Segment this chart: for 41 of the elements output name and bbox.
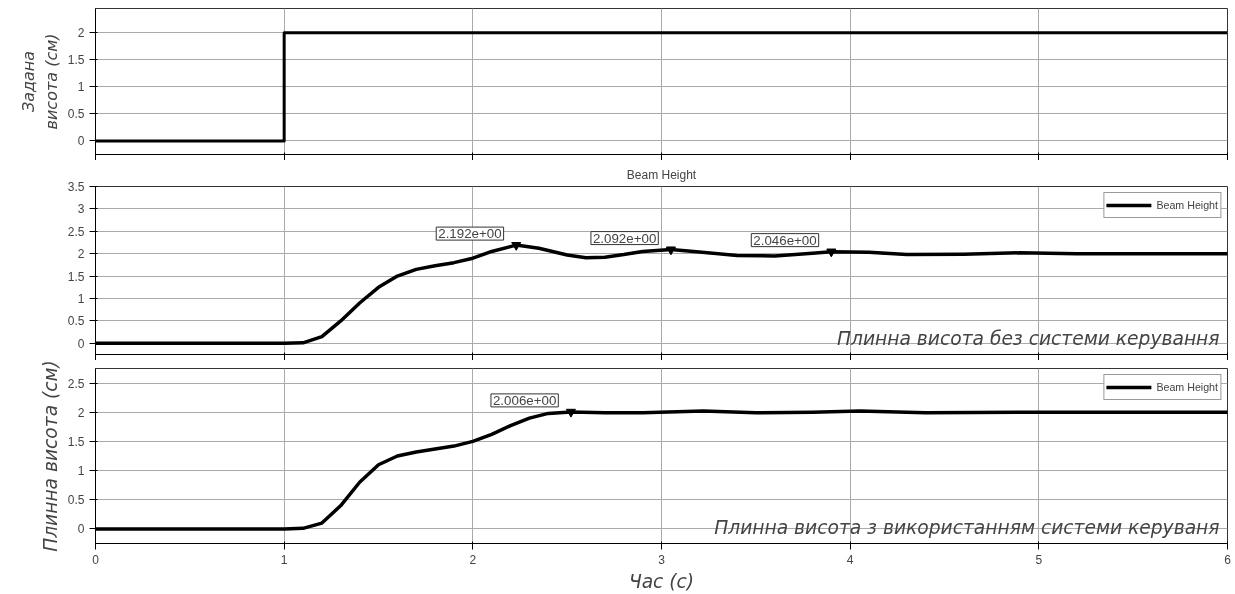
y-tick-label: 1 [77,464,85,479]
annotation: 2.006e+00 [492,392,557,408]
y-tick-label: 3 [77,202,85,217]
y-tick-label: 2 [77,26,85,41]
annotation: 2.046e+00 [753,232,817,248]
y-axis-title: Плинна висота (см) [39,360,61,552]
y-tick-label: 1 [77,80,85,95]
y-tick-label: 0.5 [67,493,85,508]
y-tick-label: 0 [77,336,85,351]
x-tick-label: 3 [658,552,666,567]
chart-title: Beam Height [626,167,697,182]
y-tick-label: 0 [77,134,85,149]
y-tick-label: 2.5 [67,376,85,391]
annotation: 2.192e+00 [438,226,502,242]
x-tick-label: 0 [92,552,100,567]
point [665,246,676,256]
point [511,242,522,251]
y-tick-label: 1 [77,292,85,306]
annotation: 2.092e+00 [592,230,657,246]
y-tick-label: 2 [77,247,85,262]
legend-label: Beam Height [1156,381,1218,393]
point [826,248,837,258]
y-tick-label: 0.5 [67,314,85,329]
annotation: Плинна висота без системи керування [837,327,1220,349]
y-tick-label: 2.5 [67,224,85,239]
y-tick-label: 2 [77,405,85,420]
x-tick-label: 4 [846,552,854,567]
y-tick-label: 1.5 [67,53,85,68]
legend-label: Beam Height [1156,199,1218,211]
x-tick-label: 2 [469,552,477,567]
x-tick-label: 5 [1035,552,1043,567]
y-tick-label: 3.5 [67,180,85,194]
y-tick-label: 0 [77,522,85,537]
x-tick-label: 1 [280,552,288,567]
y-tick-label: 1.5 [67,434,85,449]
annotation: Плинна висота з використанням системи керуваня [714,516,1220,538]
x-tick-label: 6 [1224,552,1232,567]
y-tick-label: 0.5 [67,107,85,122]
x-axis-title: Час (с) [628,570,695,592]
y-tick-label: 1.5 [67,269,85,284]
y-axis-title: Задана висота (см) [19,33,61,130]
